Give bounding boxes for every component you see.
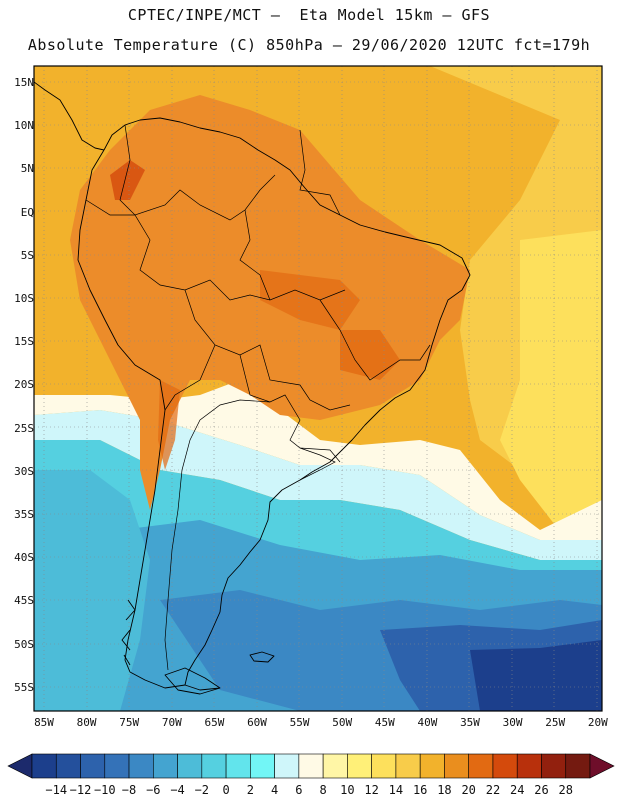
- lon-label: 20W: [587, 716, 608, 729]
- field-light-cyan: [34, 410, 602, 560]
- colorbar-swatch: [128, 753, 154, 779]
- colorbar-swatch: [347, 753, 372, 779]
- colorbar-swatch: [55, 753, 81, 779]
- chile-islands: [121, 599, 136, 666]
- colorbar-swatch: [80, 753, 106, 779]
- tierra-del-fuego: [164, 667, 221, 695]
- lon-label: 35W: [460, 716, 480, 729]
- colorbar-label: −4: [170, 783, 185, 797]
- lat-label: 15N: [14, 76, 34, 89]
- falklands: [249, 651, 275, 663]
- colorbar-max-arrow: [589, 753, 615, 779]
- coastlines: [34, 81, 471, 695]
- lon-label: 30W: [502, 716, 523, 729]
- colorbar-label: 16: [412, 783, 428, 797]
- lat-label: 35S: [14, 508, 34, 521]
- lon-label: 60W: [247, 716, 267, 729]
- plot-frame: [33, 65, 603, 712]
- colorbar-swatch: [153, 753, 178, 779]
- colorbar-label: 12: [364, 783, 379, 797]
- colorbar-label: 22: [485, 783, 501, 797]
- lat-label: 50S: [14, 637, 34, 651]
- lat-label: 25S: [14, 421, 34, 435]
- colorbar-label: 10: [340, 783, 355, 797]
- colorbar-label: −6: [146, 783, 161, 797]
- colorbar-swatch: [371, 753, 397, 779]
- colorbar-label: 14: [388, 783, 404, 797]
- title-line-2: Absolute Temperature (C) 850hPa – 29/06/…: [27, 36, 591, 54]
- colorbar-swatch: [444, 753, 469, 779]
- colorbar-swatch: [31, 753, 57, 779]
- lat-label: 5N: [20, 162, 34, 176]
- field-pale-yellow: [500, 230, 602, 525]
- colorbar-swatch: [492, 753, 518, 779]
- lat-label: 45S: [14, 594, 34, 608]
- colorbar-label: 2: [246, 783, 254, 797]
- colorbar-min-arrow: [7, 753, 33, 779]
- colorbar-swatch: [395, 753, 421, 779]
- colorbar-label: −2: [194, 783, 210, 797]
- lat-label: 40S: [14, 551, 34, 565]
- country-borders: [85, 124, 431, 671]
- colorbar-label: 20: [461, 783, 476, 797]
- field-highlands: [110, 160, 145, 200]
- pacific-coast: [77, 149, 221, 691]
- colorbar-swatch: [250, 753, 275, 779]
- field-deepest-blue: [470, 640, 602, 711]
- colorbar-swatch: [516, 753, 542, 779]
- colorbar-label: −10: [93, 783, 116, 797]
- colorbar-label: 26: [534, 783, 549, 797]
- colorbar-swatch: [541, 753, 567, 779]
- colorbar-swatch: [104, 753, 130, 779]
- colorbar-swatch: [565, 753, 591, 779]
- colorbar-label: −14: [45, 783, 68, 797]
- colorbar-label: 6: [295, 783, 303, 797]
- caribbean-coast: [103, 117, 471, 686]
- colorbar-label: 4: [270, 783, 279, 797]
- lat-label: 15S: [14, 335, 34, 349]
- central-america-coast: [34, 81, 105, 151]
- lon-label: 80W: [76, 716, 97, 729]
- colorbar-swatch: [322, 753, 348, 779]
- lon-label: 70W: [161, 716, 182, 729]
- field-plateau: [340, 330, 400, 380]
- colorbar-label: −12: [69, 783, 92, 797]
- lon-label: 25W: [545, 716, 566, 729]
- field-cyan-west: [34, 470, 150, 711]
- lon-label: 50W: [332, 716, 353, 729]
- lon-label: 85W: [34, 716, 54, 729]
- lat-label: 5S: [20, 248, 34, 262]
- lat-label: 10S: [14, 292, 34, 305]
- colorbar-swatch: [225, 753, 251, 779]
- colorbar-swatch: [177, 753, 203, 779]
- colorbar-swatch: [274, 753, 300, 779]
- lon-label: 55W: [289, 716, 310, 729]
- lat-label: 20S: [14, 378, 34, 392]
- lat-label: 30S: [14, 464, 34, 478]
- colorbar-label: 8: [319, 783, 327, 797]
- grid-lines: [34, 66, 602, 711]
- colorbar-label: 28: [558, 783, 573, 797]
- colorbar-swatch: [468, 753, 494, 779]
- lon-label: 65W: [204, 716, 225, 729]
- field-continent-inner: [260, 270, 360, 330]
- temperature-field: [34, 66, 602, 711]
- colorbar-label: 0: [222, 783, 230, 797]
- title-line-1: CPTEC/INPE/MCT – Eta Model 15km – GFS: [127, 6, 491, 24]
- lon-label: 45W: [374, 716, 395, 729]
- colorbar-swatch: [419, 753, 445, 779]
- lat-label: 55S: [14, 680, 34, 694]
- lat-label: 10N: [14, 119, 34, 133]
- colorbar: [7, 753, 615, 779]
- colorbar-label: 18: [437, 783, 452, 797]
- colorbar-label: 24: [509, 783, 525, 797]
- lon-label: 40W: [417, 716, 438, 729]
- lat-label: EQ: [20, 205, 34, 219]
- colorbar-label: −8: [121, 783, 137, 797]
- lon-label: 75W: [119, 716, 140, 729]
- colorbar-swatch: [201, 753, 227, 779]
- colorbar-swatch: [298, 753, 324, 779]
